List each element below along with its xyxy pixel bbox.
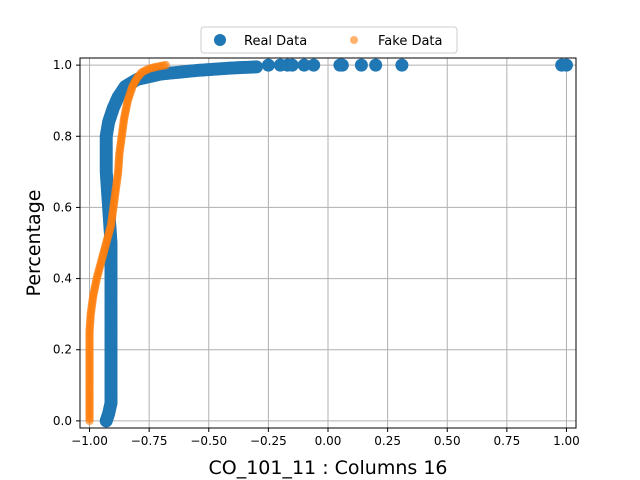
data-point <box>307 58 321 72</box>
legend-marker-real-data <box>214 34 226 46</box>
x-tick-label: 0.25 <box>374 434 401 448</box>
data-point <box>335 58 349 72</box>
y-axis-title: Percentage <box>23 190 45 297</box>
data-point <box>369 58 383 72</box>
y-tick-label: 0.6 <box>53 200 72 214</box>
data-point <box>395 58 409 72</box>
x-tick-label: 0.50 <box>434 434 461 448</box>
x-tick-label: −1.00 <box>71 434 108 448</box>
data-point <box>161 60 171 70</box>
x-tick-label: 0.75 <box>493 434 520 448</box>
legend-label-real-data: Real Data <box>244 34 307 49</box>
legend-marker-fake-data <box>350 36 358 44</box>
legend: Real Data Fake Data <box>200 26 458 54</box>
y-tick-label: 0.4 <box>53 272 72 286</box>
y-tick-label: 1.0 <box>53 58 72 72</box>
x-tick-label: −0.25 <box>250 434 287 448</box>
series-fake-data <box>85 60 171 426</box>
data-point <box>285 58 299 72</box>
axis-ticks: −1.00 −0.75 −0.50 −0.25 0.00 0.25 0.50 0.75 1.00… <box>53 58 580 448</box>
data-point <box>354 58 368 72</box>
y-tick-label: 0.8 <box>53 129 72 143</box>
x-tick-label: −0.50 <box>190 434 227 448</box>
legend-box <box>200 26 458 54</box>
x-tick-label: −0.75 <box>131 434 168 448</box>
data-point <box>559 58 573 72</box>
x-axis-title: CO_101_11 : Columns 16 <box>208 457 447 479</box>
grid-lines <box>80 58 576 428</box>
data-points <box>85 58 573 428</box>
y-tick-label: 0.2 <box>53 343 72 357</box>
data-point <box>249 60 263 74</box>
data-point <box>297 58 311 72</box>
x-tick-label: 0.00 <box>315 434 342 448</box>
y-tick-label: 0.0 <box>53 414 72 428</box>
x-tick-label: 1.00 <box>553 434 580 448</box>
data-point <box>261 58 275 72</box>
legend-label-fake-data: Fake Data <box>378 34 443 49</box>
